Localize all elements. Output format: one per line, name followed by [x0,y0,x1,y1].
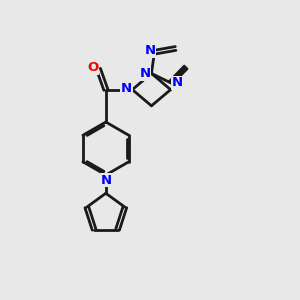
Text: O: O [88,61,99,74]
Text: N: N [101,173,112,187]
Text: N: N [140,67,151,80]
Text: N: N [145,44,156,57]
Text: N: N [121,82,132,95]
Text: N: N [172,76,183,89]
